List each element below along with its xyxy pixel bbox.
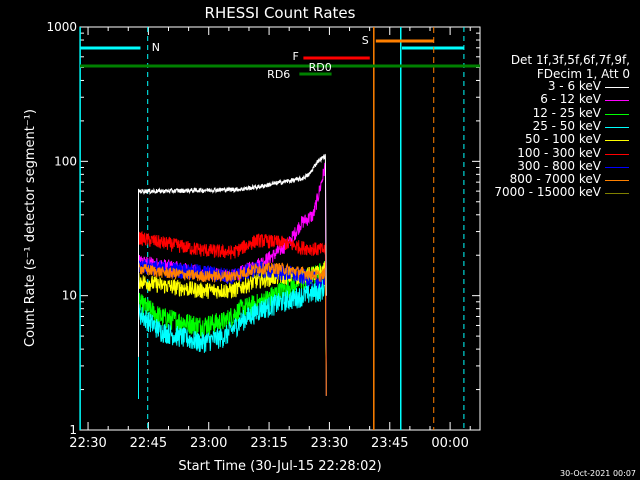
legend-header-1: Det 1f,3f,5f,6f,7f,9f, xyxy=(510,53,630,67)
legend-swatch xyxy=(605,166,629,168)
legend-swatch xyxy=(605,126,629,128)
legend-label: 3 - 6 keV xyxy=(547,79,601,93)
legend-label: 800 - 7000 keV xyxy=(509,172,601,187)
rd0-label: RD0 xyxy=(309,61,332,74)
timestamp: 30-Oct-2021 00:07 xyxy=(560,469,636,478)
x-tick-label: 23:15 xyxy=(250,436,287,451)
x-axis-label: Start Time (30-Jul-15 22:28:02) xyxy=(178,459,381,474)
legend-label: 6 - 12 keV xyxy=(540,92,601,107)
series-line-300-800-keV xyxy=(138,258,327,396)
series-line-3-6-keV xyxy=(138,153,327,357)
legend-swatch xyxy=(605,100,629,102)
plot-marks: N S F RD0 RD6 xyxy=(79,27,480,430)
legend-swatch xyxy=(605,193,629,195)
legend-label: 25 - 50 keV xyxy=(532,118,601,133)
series-line-12-25-keV xyxy=(138,261,327,399)
series-line-25-50-keV xyxy=(138,277,327,399)
legend-label: 12 - 25 keV xyxy=(532,105,601,120)
legend-label: 50 - 100 keV xyxy=(524,132,601,147)
flare-label: F xyxy=(293,50,299,63)
plot-frame xyxy=(79,26,481,431)
plot-axes: 1 10 100 1000 22:30 22:45 23:00 23:15 23:30 23:45… xyxy=(46,20,481,451)
chart-title: RHESSI Count Rates xyxy=(205,4,356,22)
rd6-label: RD6 xyxy=(267,68,290,81)
night-label: N xyxy=(152,41,160,54)
x-tick-label: 23:30 xyxy=(311,436,348,451)
legend-label: 100 - 300 keV xyxy=(517,145,601,160)
y-axis-label: Count Rate (s⁻¹ detector segment⁻¹) xyxy=(23,109,38,347)
saa-label: S xyxy=(362,34,369,47)
x-tick-label: 22:30 xyxy=(69,436,106,451)
legend-swatch xyxy=(605,87,629,88)
x-tick-label: 23:00 xyxy=(190,436,227,451)
y-tick-label: 1000 xyxy=(46,20,77,34)
series-line-800-7000-keV xyxy=(138,262,327,396)
legend-swatch xyxy=(605,153,629,155)
legend-label: 300 - 800 keV xyxy=(517,158,601,173)
x-tick-label: 23:45 xyxy=(371,436,408,451)
legend-swatch xyxy=(605,113,629,115)
series-line-100-300-keV xyxy=(138,231,327,396)
y-tick-label: 100 xyxy=(54,154,77,168)
y-tick-label: 1 xyxy=(69,423,77,437)
y-tick-label: 10 xyxy=(62,289,77,303)
legend-swatch xyxy=(605,180,629,182)
x-tick-label: 00:00 xyxy=(431,436,468,451)
legend-header-2: FDecim 1, Att 0 xyxy=(536,67,630,81)
x-tick-label: 22:45 xyxy=(130,436,167,451)
legend-label: 7000 - 15000 keV xyxy=(494,185,601,200)
legend-swatch xyxy=(605,140,629,142)
